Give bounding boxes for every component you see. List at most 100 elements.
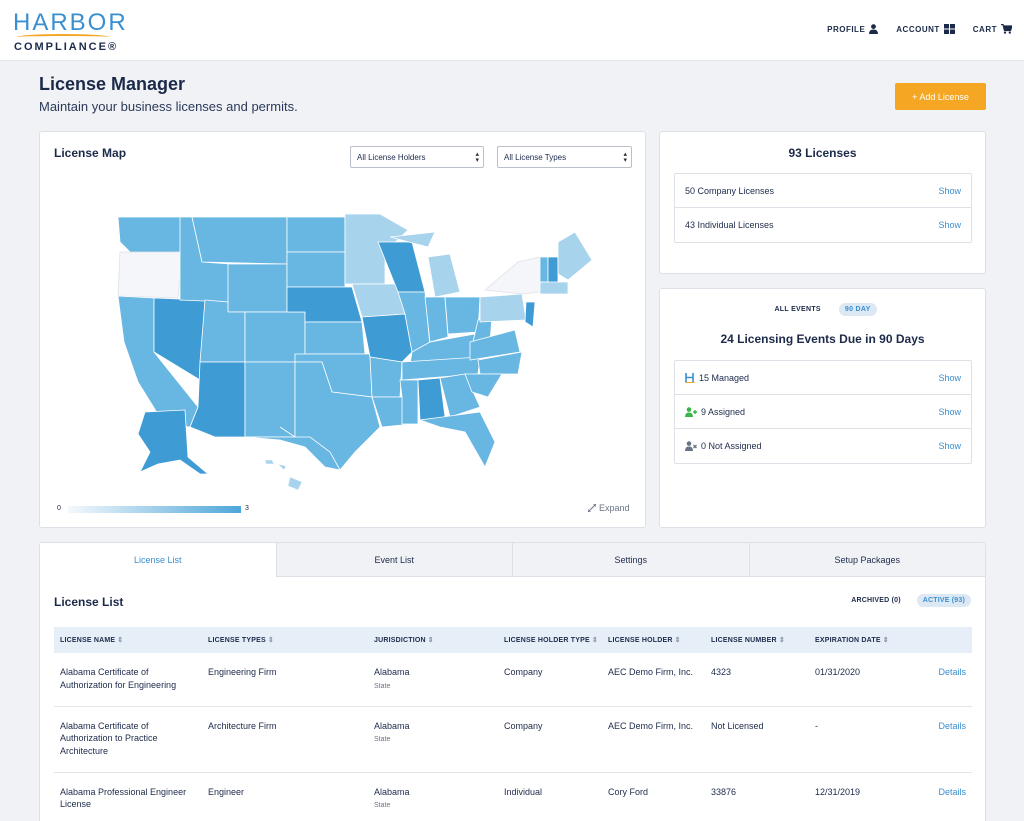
column-header-license-types[interactable]: LICENSE TYPES ⇕ bbox=[208, 637, 274, 644]
column-header-jurisdiction[interactable]: JURISDICTION ⇕ bbox=[374, 637, 434, 644]
licenses-breakdown-list: 50 Company Licenses Show 43 Individual L… bbox=[674, 173, 972, 243]
state-georgia[interactable] bbox=[439, 373, 481, 418]
state-mississippi[interactable] bbox=[399, 379, 419, 425]
state-new-hampshire[interactable] bbox=[547, 256, 559, 285]
license-types-select-value: All License Types bbox=[504, 152, 567, 162]
license-holders-select[interactable]: All License Holders ▴ ▾ bbox=[350, 146, 484, 168]
tab-setup-packages[interactable]: Setup Packages bbox=[748, 543, 985, 577]
individual-licenses-label: 43 Individual Licenses bbox=[685, 220, 774, 230]
legend-min-label: 0 bbox=[57, 505, 61, 512]
sort-icon: ⇕ bbox=[882, 637, 889, 644]
table-row: Alabama Professional Engineer License En… bbox=[54, 772, 972, 821]
column-header-license-holder-type[interactable]: LICENSE HOLDER TYPE ⇕ bbox=[504, 637, 598, 644]
nav-account-label: ACCOUNT bbox=[896, 24, 940, 34]
license-name-cell: Alabama Certificate of Authorization for… bbox=[54, 653, 202, 707]
tab-settings[interactable]: Settings bbox=[512, 543, 749, 577]
license-holders-select-value: All License Holders bbox=[357, 152, 426, 162]
state-north-carolina[interactable] bbox=[477, 351, 523, 375]
state-new-york[interactable] bbox=[484, 256, 541, 295]
us-license-map[interactable] bbox=[40, 202, 647, 502]
state-maine[interactable] bbox=[557, 231, 593, 281]
nav-profile-label: PROFILE bbox=[827, 24, 866, 34]
state-florida[interactable] bbox=[419, 411, 496, 468]
details-link[interactable]: Details bbox=[912, 706, 972, 773]
expand-map-button[interactable]: Expand bbox=[588, 503, 630, 513]
state-massachusetts[interactable] bbox=[539, 281, 569, 295]
state-ohio[interactable] bbox=[444, 296, 481, 335]
state-washington[interactable] bbox=[117, 216, 183, 255]
harbor-h-icon bbox=[685, 373, 695, 383]
page-title: License Manager bbox=[39, 74, 186, 94]
state-new-mexico[interactable] bbox=[244, 361, 296, 438]
state-missouri[interactable] bbox=[361, 313, 413, 363]
state-alabama[interactable] bbox=[417, 377, 446, 421]
license-name-cell: Alabama Professional Engineer License bbox=[54, 772, 202, 821]
state-north-dakota[interactable] bbox=[286, 216, 346, 253]
table-header-row: LICENSE NAME ⇕ LICENSE TYPES ⇕ JURISDICTIO… bbox=[54, 627, 972, 653]
state-oregon[interactable] bbox=[117, 251, 183, 299]
tab-event-list[interactable]: Event List bbox=[275, 543, 512, 577]
jurisdiction-cell: Alabama State bbox=[368, 772, 498, 821]
state-kansas[interactable] bbox=[304, 321, 366, 355]
state-arkansas[interactable] bbox=[369, 356, 403, 398]
licenses-total-title: 93 Licenses bbox=[788, 146, 857, 160]
column-header-license-name[interactable]: LICENSE NAME ⇕ bbox=[60, 637, 124, 644]
show-not-assigned-events-link[interactable]: Show bbox=[938, 441, 961, 451]
license-type-cell: Engineering Firm bbox=[202, 653, 368, 707]
list-item: 15 Managed Show bbox=[675, 361, 971, 395]
add-license-button[interactable]: + Add License bbox=[895, 83, 986, 110]
state-south-carolina[interactable] bbox=[464, 373, 503, 398]
company-licenses-label: 50 Company Licenses bbox=[685, 185, 775, 196]
filter-archived[interactable]: ARCHIVED (0) bbox=[851, 597, 901, 604]
license-number-cell: Not Licensed bbox=[705, 706, 809, 773]
logo-wordmark-top: HARBOR bbox=[13, 9, 128, 36]
state-wyoming[interactable] bbox=[227, 263, 288, 313]
select-arrows-icon: ▴ ▾ bbox=[475, 151, 479, 164]
expand-label: Expand bbox=[599, 503, 630, 513]
license-types-select[interactable]: All License Types ▴ ▾ bbox=[497, 146, 632, 168]
state-texas[interactable] bbox=[244, 361, 381, 471]
state-new-jersey[interactable] bbox=[524, 301, 536, 328]
legend-max-label: 3 bbox=[245, 505, 249, 512]
column-header-license-holder[interactable]: LICENSE HOLDER ⇕ bbox=[608, 637, 681, 644]
show-company-licenses-link[interactable]: Show bbox=[938, 185, 961, 196]
events-due-title: 24 Licensing Events Due in 90 Days bbox=[720, 332, 925, 346]
license-number-cell: 33876 bbox=[705, 772, 809, 821]
top-header: HARBOR COMPLIANCE® PROFILE ACCOUNT CART bbox=[0, 0, 1024, 61]
user-plus-icon bbox=[685, 406, 697, 417]
column-header-license-number[interactable]: LICENSE NUMBER ⇕ bbox=[711, 637, 785, 644]
harbor-compliance-logo[interactable]: HARBOR COMPLIANCE® bbox=[13, 9, 128, 54]
cart-icon bbox=[1001, 24, 1012, 34]
column-header-actions bbox=[912, 627, 972, 653]
filter-active[interactable]: ACTIVE (93) bbox=[916, 594, 971, 607]
jurisdiction-cell: Alabama State bbox=[368, 706, 498, 773]
nav-profile[interactable]: PROFILE bbox=[827, 24, 879, 34]
details-link[interactable]: Details bbox=[912, 772, 972, 821]
show-managed-events-link[interactable]: Show bbox=[938, 372, 961, 383]
state-pennsylvania[interactable] bbox=[479, 293, 527, 323]
tab-all-events[interactable]: ALL EVENTS bbox=[774, 306, 821, 313]
license-list-filters: ARCHIVED (0) ACTIVE (93) bbox=[845, 594, 971, 607]
state-vermont[interactable] bbox=[539, 256, 549, 283]
tab-license-list[interactable]: License List bbox=[40, 543, 276, 577]
show-assigned-events-link[interactable]: Show bbox=[938, 406, 961, 417]
state-montana[interactable] bbox=[191, 216, 288, 265]
license-table: LICENSE NAME ⇕ LICENSE TYPES ⇕ JURISDICTIO… bbox=[54, 627, 972, 821]
state-indiana[interactable] bbox=[424, 296, 449, 343]
nav-cart[interactable]: CART bbox=[973, 24, 1012, 34]
state-alaska[interactable] bbox=[137, 409, 210, 475]
holder-cell: Cory Ford bbox=[602, 772, 705, 821]
state-michigan[interactable] bbox=[389, 231, 461, 298]
logo-arc bbox=[17, 34, 109, 40]
state-south-dakota[interactable] bbox=[286, 251, 346, 288]
license-type-cell: Architecture Firm bbox=[202, 706, 368, 773]
tab-90-day[interactable]: 90 DAY bbox=[838, 303, 877, 316]
column-header-expiration-date[interactable]: EXPIRATION DATE ⇕ bbox=[815, 637, 889, 644]
nav-account[interactable]: ACCOUNT bbox=[896, 24, 955, 34]
show-individual-licenses-link[interactable]: Show bbox=[938, 220, 961, 230]
state-hawaii[interactable] bbox=[264, 459, 303, 491]
sort-icon: ⇕ bbox=[674, 637, 681, 644]
details-link[interactable]: Details bbox=[912, 653, 972, 707]
holder-type-cell: Company bbox=[498, 653, 602, 707]
sort-icon: ⇕ bbox=[778, 637, 785, 644]
